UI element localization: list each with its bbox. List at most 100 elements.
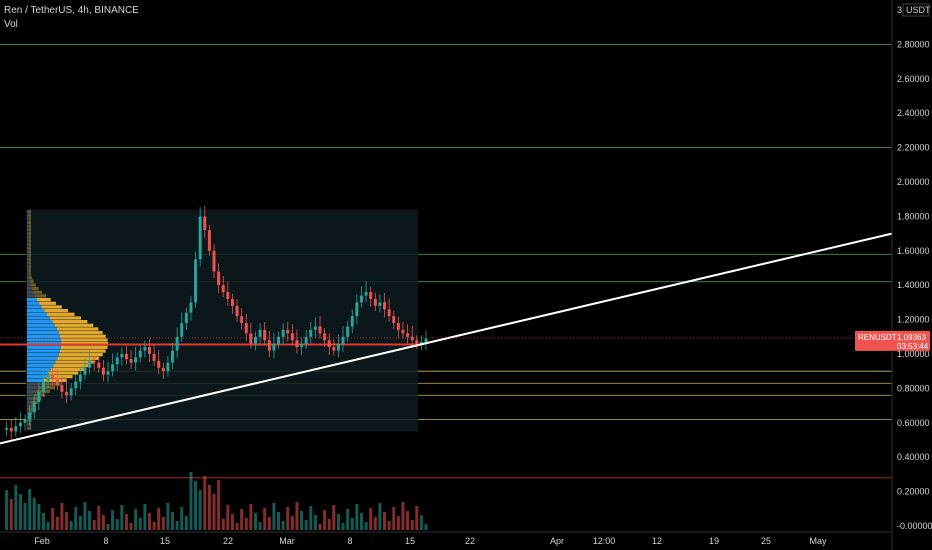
volume-bar xyxy=(74,507,78,530)
vp-bar-sell xyxy=(54,323,94,327)
vp-bar-sell xyxy=(28,264,31,269)
candle-body xyxy=(369,292,373,299)
vp-bar-sell xyxy=(28,250,31,254)
volume-bar xyxy=(69,521,73,530)
volume-bar xyxy=(383,512,387,530)
vp-bar-buy xyxy=(27,268,29,272)
vp-bar-sell xyxy=(38,386,56,390)
candle-body xyxy=(272,343,276,351)
candle-body xyxy=(194,259,198,303)
candle-body xyxy=(327,340,331,348)
vp-bar-sell xyxy=(29,279,34,283)
candle-body xyxy=(406,333,410,337)
vp-bar-sell xyxy=(57,356,100,360)
vp-bar-sell xyxy=(28,224,31,228)
vp-bar-buy xyxy=(27,239,29,243)
vol-label[interactable]: Vol xyxy=(4,19,18,30)
volume-bar xyxy=(396,516,400,530)
volume-bar xyxy=(194,481,198,530)
volume-bar xyxy=(152,522,156,530)
volume-bar xyxy=(23,503,27,530)
candle-body xyxy=(392,316,396,324)
volume-bar xyxy=(378,503,382,530)
candle-body xyxy=(51,374,55,379)
volume-bar xyxy=(217,480,221,530)
candle-body xyxy=(124,354,128,360)
candle-body xyxy=(184,312,188,324)
vp-bar-buy xyxy=(27,290,34,294)
vp-bar-sell xyxy=(41,305,62,309)
time-axis-label: 22 xyxy=(465,536,475,546)
price-axis-tick: 1.40000 xyxy=(897,280,930,290)
vp-bar-sell xyxy=(28,209,31,214)
volume-bar xyxy=(410,520,414,530)
vp-bar-buy xyxy=(27,411,30,416)
candle-body xyxy=(410,336,414,341)
volume-bar xyxy=(14,485,18,530)
volume-bar xyxy=(143,504,147,530)
volume-bar xyxy=(46,522,50,530)
volume-bar xyxy=(392,507,396,530)
candle-body xyxy=(69,388,73,396)
vp-bar-sell xyxy=(43,378,67,382)
trendline[interactable] xyxy=(0,232,893,445)
volume-bar xyxy=(415,506,419,530)
volume-bar xyxy=(341,523,345,530)
price-axis-tick: 2.00000 xyxy=(897,177,930,187)
candle-body xyxy=(120,354,124,358)
vp-bar-sell xyxy=(60,345,108,349)
candle-body xyxy=(101,367,105,375)
candle-body xyxy=(74,381,78,389)
candle-body xyxy=(258,329,262,337)
candle-body xyxy=(37,391,41,403)
vp-bar-sell xyxy=(58,353,103,357)
volume-bar xyxy=(18,494,22,530)
volume-bar xyxy=(101,515,105,530)
volume-bar xyxy=(83,502,87,530)
volume-bar xyxy=(92,520,96,530)
volume-bar xyxy=(267,517,271,530)
volume-bar xyxy=(106,524,110,530)
volume-bar xyxy=(189,472,193,530)
candle-body xyxy=(240,316,244,324)
volume-bar xyxy=(387,521,391,530)
vp-bar-sell xyxy=(29,275,32,280)
vp-bar-buy xyxy=(27,264,29,269)
candle-body xyxy=(346,326,350,337)
volume-bar xyxy=(157,508,161,530)
volume-bar xyxy=(198,490,202,530)
candle-body xyxy=(175,336,179,351)
vp-bar-sell xyxy=(31,286,39,291)
vp-bar-sell xyxy=(28,231,31,236)
time-axis-label: 12:00 xyxy=(593,536,616,546)
volume-bar xyxy=(37,504,41,530)
volume-bar xyxy=(249,504,253,530)
candle-body xyxy=(189,302,193,313)
symbol-title[interactable]: Ren / TetherUS, 4h, BINANCE xyxy=(4,5,139,16)
candle-body xyxy=(180,323,184,337)
vp-bar-buy xyxy=(27,349,61,353)
volume-bar xyxy=(212,494,216,530)
vp-bar-sell xyxy=(28,235,31,239)
vp-bar-buy xyxy=(27,228,29,232)
price-axis[interactable]: 3 USDT 2.80000 2.60000 2.40000 2.20000 2.00000… xyxy=(891,0,932,550)
candle-body xyxy=(350,316,354,327)
vp-bar-sell xyxy=(50,367,85,371)
vp-bar-sell xyxy=(28,268,31,272)
candle-body xyxy=(83,367,87,375)
vp-bar-buy xyxy=(27,250,29,254)
candle-body xyxy=(226,292,230,299)
vp-bar-buy xyxy=(27,397,33,401)
time-axis[interactable]: Feb 8 15 22 Mar 8 15 22 Apr 12:00 12 19 25 May xyxy=(0,531,892,546)
vp-bar-sell xyxy=(30,283,36,287)
vp-bar-sell xyxy=(53,364,90,368)
time-axis-label: 15 xyxy=(160,536,170,546)
volume-bar xyxy=(364,522,368,530)
vp-bar-buy xyxy=(27,334,61,338)
vp-bar-sell xyxy=(28,246,31,250)
volume-bar xyxy=(88,511,92,530)
candle-body xyxy=(23,419,27,423)
time-axis-label: 8 xyxy=(103,536,108,546)
vp-bar-buy xyxy=(27,371,49,375)
